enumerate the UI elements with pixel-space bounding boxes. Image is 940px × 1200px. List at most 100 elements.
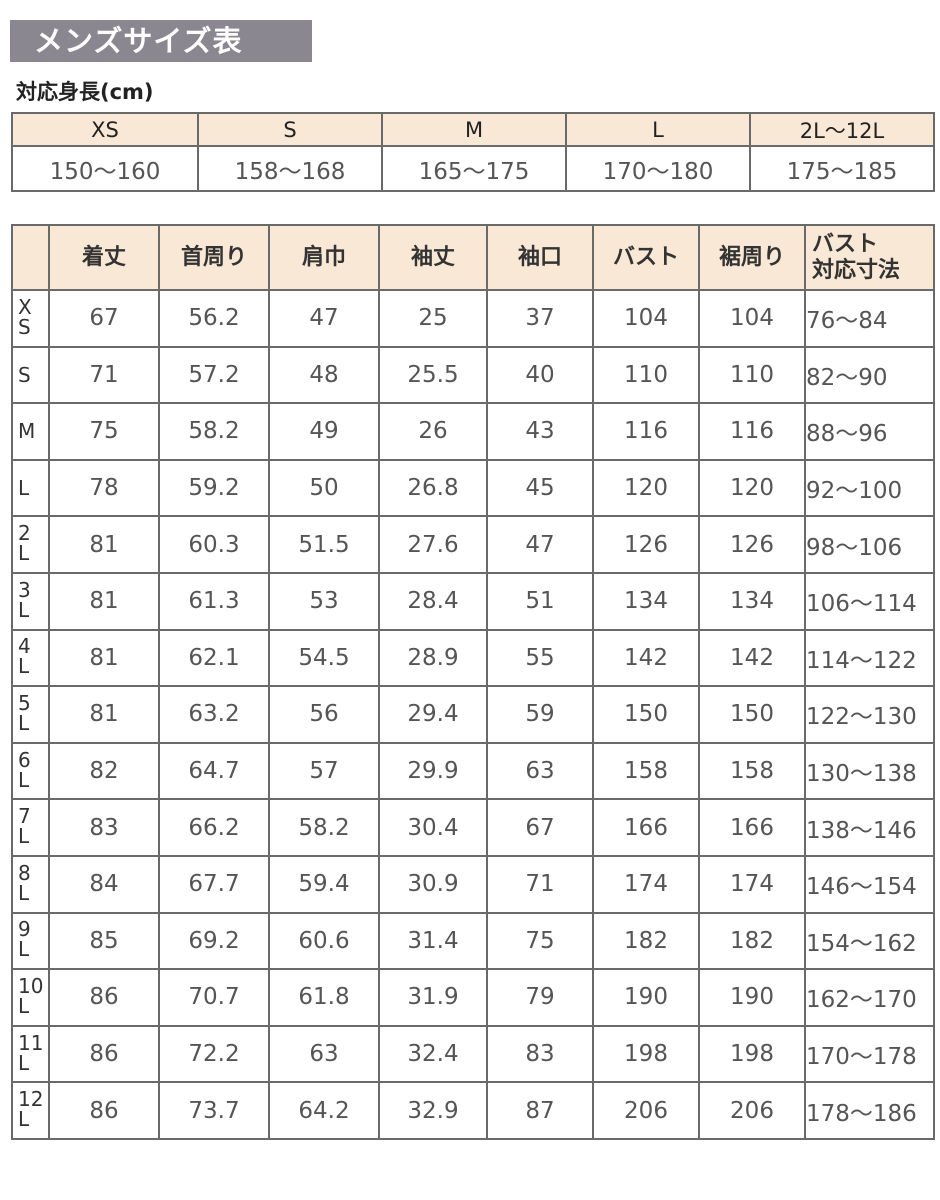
table-cell: 82〜90 xyxy=(804,345,935,405)
column-header: 着丈 xyxy=(48,224,160,291)
table-cell: 59.2 xyxy=(158,458,270,518)
table-cell: 40 xyxy=(486,345,594,405)
table-cell: 60.6 xyxy=(268,911,380,971)
table-cell: 84 xyxy=(48,854,160,914)
table-cell: 166 xyxy=(592,798,700,857)
table-cell: 67 xyxy=(48,289,160,348)
table-cell: 106〜114 xyxy=(804,571,935,631)
table-cell: 48 xyxy=(268,345,380,405)
table-cell: 51 xyxy=(486,571,594,631)
table-cell: 134 xyxy=(698,571,806,631)
size-label: M xyxy=(18,419,36,444)
height-size-header: 2L〜12L xyxy=(749,112,935,147)
table-cell: 53 xyxy=(268,571,380,631)
column-header: 首周り xyxy=(158,224,270,291)
size-table-header: 着丈 首周り 肩巾 袖丈 袖口 バスト 裾周り バスト 対応寸法 xyxy=(11,224,935,291)
size-label: 8L xyxy=(18,860,31,905)
table-cell: 162〜170 xyxy=(804,968,935,1027)
table-cell: 178〜186 xyxy=(804,1081,935,1140)
table-cell: 75 xyxy=(486,911,594,971)
table-cell: 47 xyxy=(486,515,594,574)
table-row: 12L 86 73.7 64.2 32.9 87 206 206 178〜186 xyxy=(11,1081,935,1140)
table-cell: 182 xyxy=(698,911,806,971)
table-cell: 206 xyxy=(698,1081,806,1140)
table-cell: 31.9 xyxy=(378,968,488,1027)
table-cell: 146〜154 xyxy=(804,854,935,914)
size-label: 11L xyxy=(18,1030,44,1075)
table-cell: 59.4 xyxy=(268,854,380,914)
height-table-row: 150〜160 158〜168 165〜175 170〜180 175〜185 xyxy=(11,145,935,192)
size-cell: 11L xyxy=(11,1024,50,1084)
table-cell: 83 xyxy=(48,798,160,857)
table-cell: 45 xyxy=(486,458,594,518)
size-cell: S xyxy=(11,345,50,405)
size-label: 2L xyxy=(18,521,31,566)
table-cell: 30.4 xyxy=(378,798,488,857)
table-cell: 142 xyxy=(592,628,700,688)
table-cell: 64.2 xyxy=(268,1081,380,1140)
table-cell: 32.9 xyxy=(378,1081,488,1140)
table-cell: 25.5 xyxy=(378,345,488,405)
table-cell: 166 xyxy=(698,798,806,857)
table-cell: 25 xyxy=(378,289,488,348)
table-cell: 28.9 xyxy=(378,628,488,688)
height-range-cell: 165〜175 xyxy=(381,145,567,192)
table-cell: 82 xyxy=(48,741,160,801)
table-cell: 54.5 xyxy=(268,628,380,688)
table-cell: 86 xyxy=(48,1081,160,1140)
table-cell: 110 xyxy=(698,345,806,405)
table-cell: 114〜122 xyxy=(804,628,935,688)
table-cell: 63.2 xyxy=(158,685,270,744)
table-cell: 86 xyxy=(48,1024,160,1084)
table-cell: 150 xyxy=(592,685,700,744)
size-cell: 3L xyxy=(11,571,50,631)
table-cell: 174 xyxy=(698,854,806,914)
table-cell: 63 xyxy=(486,741,594,801)
table-cell: 26.8 xyxy=(378,458,488,518)
table-cell: 158 xyxy=(592,741,700,801)
table-cell: 190 xyxy=(698,968,806,1027)
table-cell: 47 xyxy=(268,289,380,348)
table-row: 5L 81 63.2 56 29.4 59 150 150 122〜130 xyxy=(11,685,935,744)
table-cell: 50 xyxy=(268,458,380,518)
size-cell: 9L xyxy=(11,911,50,971)
page-title: メンズサイズ表 xyxy=(10,20,312,62)
table-cell: 61.3 xyxy=(158,571,270,631)
table-cell: 138〜146 xyxy=(804,798,935,857)
table-cell: 57.2 xyxy=(158,345,270,405)
table-cell: 57 xyxy=(268,741,380,801)
table-cell: 51.5 xyxy=(268,515,380,574)
table-cell: 126 xyxy=(698,515,806,574)
table-cell: 72.2 xyxy=(158,1024,270,1084)
table-cell: 120 xyxy=(592,458,700,518)
table-cell: 154〜162 xyxy=(804,911,935,971)
size-label: 6L xyxy=(18,747,31,792)
height-range-cell: 158〜168 xyxy=(197,145,383,192)
size-label: 3L xyxy=(18,577,31,622)
table-row: XS 67 56.2 47 25 37 104 104 76〜84 xyxy=(11,289,935,348)
table-cell: 66.2 xyxy=(158,798,270,857)
column-header: バスト 対応寸法 xyxy=(804,224,935,291)
height-range-cell: 170〜180 xyxy=(565,145,751,192)
table-cell: 88〜96 xyxy=(804,402,935,461)
table-cell: 81 xyxy=(48,628,160,688)
size-label: 7L xyxy=(18,804,31,849)
table-row: 2L 81 60.3 51.5 27.6 47 126 126 98〜106 xyxy=(11,515,935,574)
table-cell: 170〜178 xyxy=(804,1024,935,1084)
size-cell: M xyxy=(11,402,50,461)
table-row: M 75 58.2 49 26 43 116 116 88〜96 xyxy=(11,402,935,461)
table-cell: 142 xyxy=(698,628,806,688)
table-cell: 32.4 xyxy=(378,1024,488,1084)
size-cell: 6L xyxy=(11,741,50,801)
table-cell: 87 xyxy=(486,1081,594,1140)
table-cell: 92〜100 xyxy=(804,458,935,518)
table-cell: 120 xyxy=(698,458,806,518)
height-range-cell: 150〜160 xyxy=(11,145,199,192)
size-cell: 7L xyxy=(11,798,50,857)
table-cell: 26 xyxy=(378,402,488,461)
table-cell: 198 xyxy=(592,1024,700,1084)
table-cell: 55 xyxy=(486,628,594,688)
table-row: 10L 86 70.7 61.8 31.9 79 190 190 162〜170 xyxy=(11,968,935,1027)
table-cell: 64.7 xyxy=(158,741,270,801)
table-row: 3L 81 61.3 53 28.4 51 134 134 106〜114 xyxy=(11,571,935,631)
